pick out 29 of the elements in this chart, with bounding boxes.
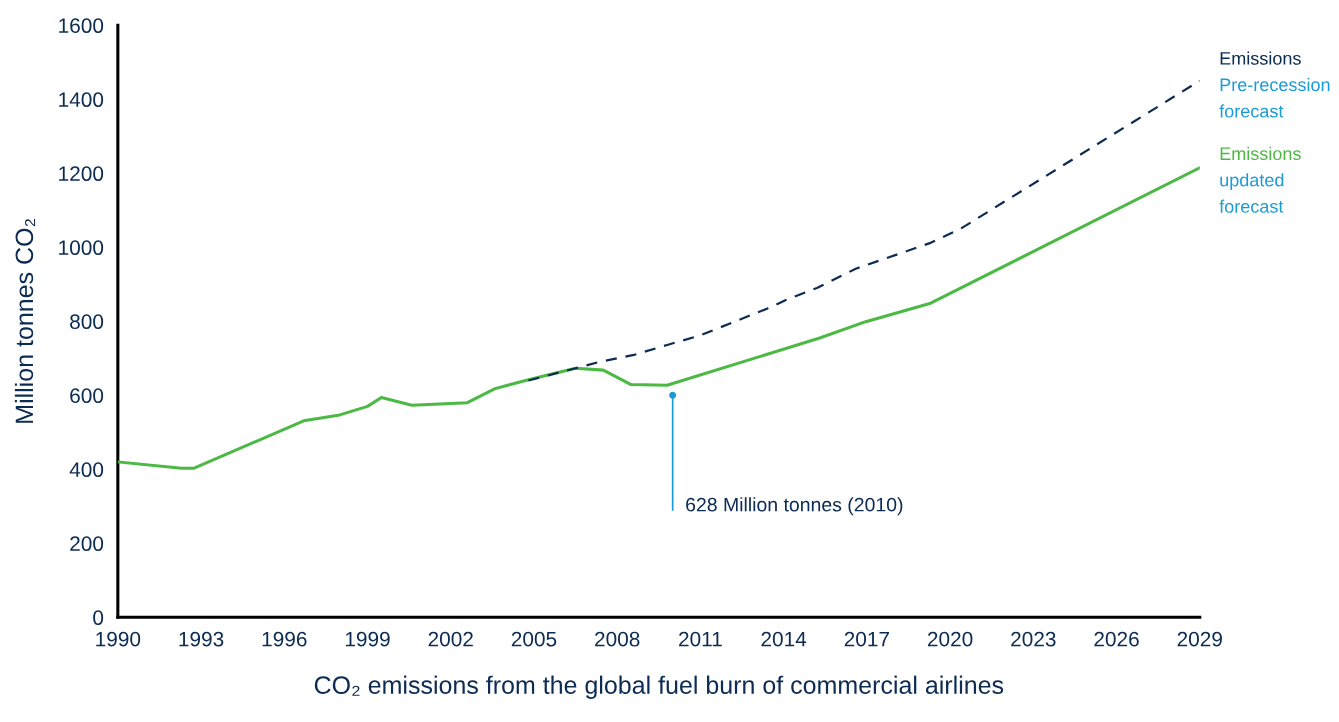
series-label: Emissions updated forecast — [1219, 146, 1301, 213]
x-axis-title: CO₂ emissions from the global fuel burn of commercial airlines — [314, 675, 1004, 699]
series-label: Emissions Pre-recession forecast — [1219, 51, 1330, 118]
x-tick-label: 1996 — [262, 631, 307, 647]
y-tick-label: 1200 — [59, 166, 104, 182]
y-axis-title: Million tonnes CO₂ — [14, 219, 36, 423]
y-tick-label: 0 — [93, 610, 104, 626]
x-tick-label: 1999 — [345, 631, 390, 647]
annotation: 628 Million tonnes (2010) — [686, 497, 903, 516]
x-tick-label: 2020 — [927, 631, 973, 647]
y-tick-label: 1400 — [59, 92, 104, 108]
x-tick-label: 2002 — [428, 631, 473, 647]
y-tick-label: 800 — [70, 314, 104, 330]
line-series — [117, 166, 1200, 470]
x-tick-label: 2005 — [511, 631, 557, 647]
x-tick-label: 1990 — [96, 631, 141, 647]
y-tick-label: 1000 — [59, 240, 104, 256]
x-tick-label: 2017 — [844, 631, 889, 647]
y-tick-label: 200 — [70, 536, 104, 552]
x-tick-label: 2014 — [761, 631, 807, 647]
y-tick-label: 400 — [69, 462, 104, 478]
x-tick-label: 2023 — [1011, 631, 1056, 647]
x-tick-label: 1993 — [179, 631, 224, 647]
x-tick-label: 2029 — [1177, 631, 1222, 647]
x-tick-label: 2011 — [679, 631, 722, 647]
x-tick-label: 2026 — [1094, 631, 1139, 647]
y-tick-label: 1600 — [59, 18, 104, 34]
x-tick-label: 2008 — [595, 631, 640, 647]
y-tick-label: 600 — [70, 388, 104, 404]
